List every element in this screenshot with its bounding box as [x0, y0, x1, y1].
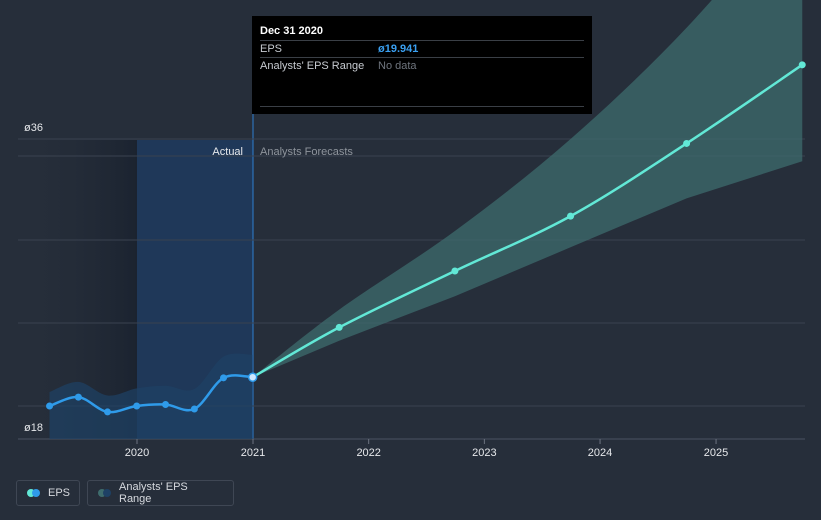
tooltip-divider [260, 106, 584, 107]
eps-forecast-point [683, 139, 691, 147]
eps-forecast-point [335, 323, 343, 331]
eps-actual-point [133, 402, 141, 410]
x-tick-label: 2025 [704, 447, 728, 459]
eps-current-point [247, 372, 258, 382]
tooltip-date: Dec 31 2020 [260, 25, 323, 37]
tooltip-range-label: Analysts' EPS Range [260, 60, 365, 72]
legend-eps[interactable]: EPS [16, 480, 80, 506]
eps-forecast-point [451, 267, 459, 275]
tooltip-eps-label: EPS [260, 43, 283, 55]
x-tick-label: 2020 [125, 447, 149, 459]
actual-label: Actual [212, 146, 243, 158]
tooltip-divider [260, 40, 584, 41]
eps-actual-point [190, 405, 198, 413]
forecast-label: Analysts Forecasts [260, 146, 353, 158]
legend-eps-label: EPS [48, 487, 71, 499]
eps-forecast-point [567, 212, 575, 220]
tooltip: Dec 31 2020 EPS ø19.941 Analysts' EPS Ra… [252, 16, 592, 114]
eps-actual-point [46, 402, 54, 410]
legend-range-label: Analysts' EPS Range [119, 481, 188, 505]
y-tick-label-top: ø36 [24, 122, 43, 134]
tooltip-range-value: No data [378, 60, 417, 72]
forecast-range-band [252, 0, 803, 378]
eps-actual-point [104, 408, 112, 416]
x-tick-label: 2023 [472, 447, 496, 459]
eps-swatch-icon [27, 489, 40, 497]
x-tick-label: 2021 [241, 447, 265, 459]
legend-range[interactable]: Analysts' EPS Range [87, 480, 234, 506]
eps-actual-point [220, 374, 228, 382]
eps-actual-point [74, 393, 82, 401]
range-swatch-icon [98, 489, 111, 497]
eps-actual-point [162, 401, 170, 409]
x-tick-label: 2024 [588, 447, 612, 459]
tooltip-divider [260, 57, 584, 58]
y-tick-label-bottom: ø18 [24, 422, 43, 434]
tooltip-eps-value: ø19.941 [378, 43, 419, 55]
eps-forecast-point [798, 61, 806, 69]
x-tick-label: 2022 [356, 447, 380, 459]
actual-range-band [49, 353, 253, 439]
